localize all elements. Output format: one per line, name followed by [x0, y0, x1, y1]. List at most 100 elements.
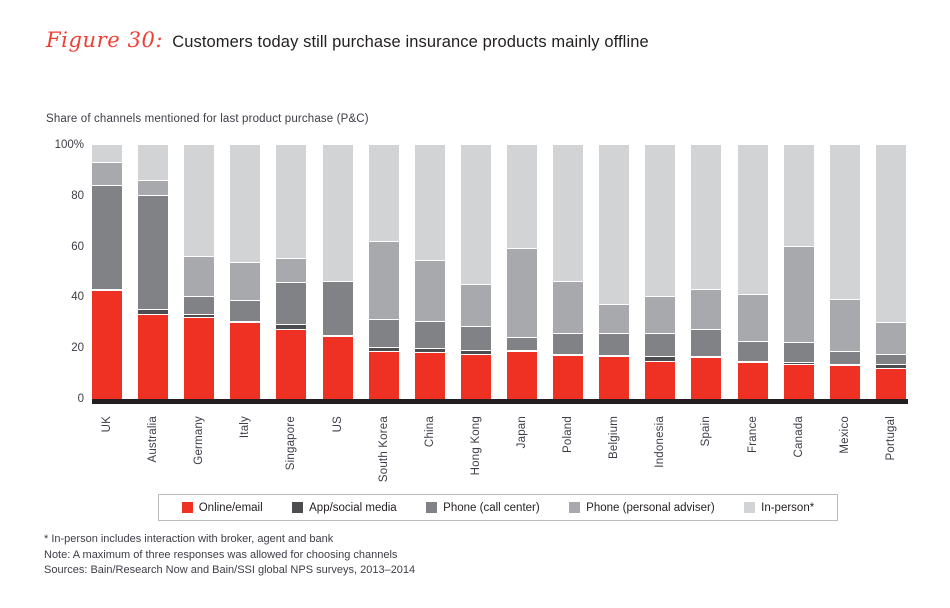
bar-segment[interactable] — [276, 330, 307, 399]
bar-segment[interactable] — [368, 348, 399, 353]
legend-item[interactable]: In-person* — [744, 502, 814, 514]
bar-segment[interactable] — [553, 145, 584, 283]
bar-column[interactable] — [414, 145, 445, 399]
bar-segment[interactable] — [276, 283, 307, 326]
bar-segment[interactable] — [737, 341, 768, 363]
bar-segment[interactable] — [276, 145, 307, 260]
bar-column[interactable] — [783, 145, 814, 399]
bar-segment[interactable] — [829, 299, 860, 353]
bar-column[interactable] — [829, 145, 860, 399]
bar-segment[interactable] — [230, 321, 261, 323]
bar-column[interactable] — [553, 145, 584, 399]
bar-segment[interactable] — [230, 145, 261, 264]
bar-segment[interactable] — [230, 263, 261, 302]
bar-segment[interactable] — [645, 297, 676, 335]
bar-segment[interactable] — [138, 145, 169, 181]
bar-column[interactable] — [599, 145, 630, 399]
bar-segment[interactable] — [460, 326, 491, 351]
bar-segment[interactable] — [460, 145, 491, 285]
bar-segment[interactable] — [230, 322, 261, 399]
legend-item[interactable]: Online/email — [181, 502, 263, 514]
bar-segment[interactable] — [138, 195, 169, 311]
bar-segment[interactable] — [322, 282, 353, 336]
bar-column[interactable] — [368, 145, 399, 399]
legend-item[interactable]: Phone (personal adviser) — [569, 502, 715, 514]
bar-segment[interactable] — [645, 334, 676, 358]
bar-segment[interactable] — [92, 291, 122, 399]
bar-segment[interactable] — [184, 297, 215, 316]
bar-segment[interactable] — [553, 282, 584, 335]
bar-segment[interactable] — [783, 246, 814, 344]
bar-segment[interactable] — [92, 145, 122, 163]
bar-segment[interactable] — [414, 349, 445, 354]
bar-segment[interactable] — [138, 180, 169, 196]
bar-segment[interactable] — [138, 310, 169, 316]
bar-segment[interactable] — [645, 357, 676, 363]
bar-segment[interactable] — [414, 321, 445, 350]
bar-segment[interactable] — [553, 334, 584, 355]
bar-segment[interactable] — [829, 145, 860, 300]
bar-segment[interactable] — [506, 249, 537, 339]
bar-segment[interactable] — [322, 336, 353, 399]
bar-segment[interactable] — [184, 256, 215, 298]
bar-segment[interactable] — [783, 343, 814, 364]
legend-item[interactable]: Phone (call center) — [426, 502, 540, 514]
bar-segment[interactable] — [737, 294, 768, 342]
bar-segment[interactable] — [414, 260, 445, 322]
bar-segment[interactable] — [460, 284, 491, 327]
bar-segment[interactable] — [875, 354, 906, 365]
bar-column[interactable] — [737, 145, 768, 399]
bar-segment[interactable] — [322, 335, 353, 337]
bar-column[interactable] — [875, 145, 906, 399]
bar-column[interactable] — [506, 145, 537, 399]
bar-segment[interactable] — [599, 357, 630, 399]
bar-segment[interactable] — [875, 368, 906, 399]
bar-segment[interactable] — [92, 162, 122, 186]
bar-segment[interactable] — [691, 289, 722, 331]
bar-segment[interactable] — [691, 330, 722, 358]
bar-segment[interactable] — [645, 362, 676, 399]
bar-segment[interactable] — [553, 354, 584, 356]
bar-segment[interactable] — [368, 241, 399, 321]
bar-segment[interactable] — [783, 363, 814, 365]
bar-segment[interactable] — [599, 334, 630, 356]
bar-segment[interactable] — [875, 322, 906, 355]
bar-segment[interactable] — [322, 145, 353, 283]
bar-segment[interactable] — [506, 145, 537, 250]
bar-segment[interactable] — [414, 353, 445, 399]
bar-column[interactable] — [230, 145, 261, 399]
bar-segment[interactable] — [599, 145, 630, 306]
bar-segment[interactable] — [691, 357, 722, 359]
bar-segment[interactable] — [460, 350, 491, 355]
bar-segment[interactable] — [184, 145, 215, 257]
bar-segment[interactable] — [829, 364, 860, 366]
bar-column[interactable] — [691, 145, 722, 399]
bar-segment[interactable] — [737, 362, 768, 364]
legend-item[interactable]: App/social media — [292, 502, 397, 514]
bar-segment[interactable] — [553, 355, 584, 399]
bar-segment[interactable] — [783, 364, 814, 399]
bar-column[interactable] — [460, 145, 491, 399]
bar-segment[interactable] — [691, 145, 722, 290]
bar-column[interactable] — [92, 145, 122, 399]
bar-segment[interactable] — [599, 305, 630, 335]
bar-column[interactable] — [138, 145, 169, 399]
bar-segment[interactable] — [875, 364, 906, 369]
bar-segment[interactable] — [691, 358, 722, 399]
bar-segment[interactable] — [460, 354, 491, 399]
bar-segment[interactable] — [829, 365, 860, 399]
bar-column[interactable] — [645, 145, 676, 399]
bar-segment[interactable] — [138, 315, 169, 399]
bar-segment[interactable] — [414, 145, 445, 261]
bar-segment[interactable] — [599, 355, 630, 358]
bar-segment[interactable] — [875, 145, 906, 323]
bar-column[interactable] — [322, 145, 353, 399]
bar-segment[interactable] — [737, 363, 768, 399]
bar-column[interactable] — [276, 145, 307, 399]
bar-segment[interactable] — [506, 350, 537, 353]
bar-segment[interactable] — [184, 317, 215, 399]
bar-segment[interactable] — [92, 185, 122, 290]
bar-segment[interactable] — [783, 145, 814, 247]
bar-segment[interactable] — [829, 352, 860, 365]
bar-segment[interactable] — [276, 259, 307, 284]
